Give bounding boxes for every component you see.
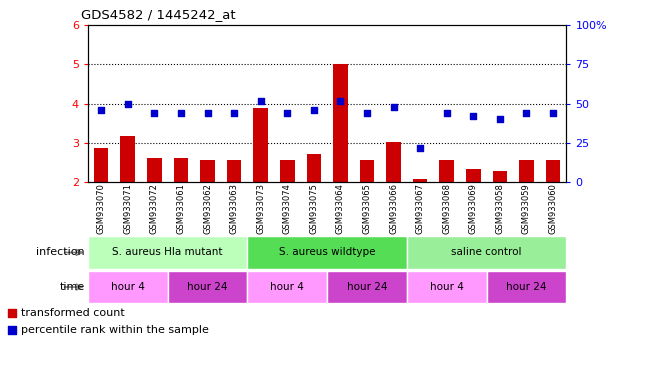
Text: S. aureus Hla mutant: S. aureus Hla mutant [113,247,223,258]
Bar [439,160,454,182]
Text: infection: infection [36,247,85,258]
Text: hour 24: hour 24 [347,282,387,292]
Text: S. aureus wildtype: S. aureus wildtype [279,247,376,258]
Point [468,113,478,119]
Text: saline control: saline control [451,247,522,258]
Bar [201,160,215,182]
Text: GSM933064: GSM933064 [336,184,345,234]
Point [7,327,17,333]
Bar [493,171,507,182]
Text: hour 4: hour 4 [270,282,304,292]
Bar [88,236,247,269]
Text: time: time [59,282,85,292]
Bar [386,142,401,182]
Point [362,110,372,116]
Bar [247,271,327,303]
Point [96,107,106,113]
Bar [253,108,268,182]
Point [7,310,17,316]
Text: GSM933061: GSM933061 [176,184,186,234]
Text: GSM933074: GSM933074 [283,184,292,234]
Bar [247,236,407,269]
Text: GDS4582 / 1445242_at: GDS4582 / 1445242_at [81,8,236,21]
Text: hour 24: hour 24 [187,282,228,292]
Bar [94,148,109,182]
Point [149,110,159,116]
Text: GSM933059: GSM933059 [522,184,531,234]
Point [122,101,133,107]
Text: GSM933065: GSM933065 [363,184,372,234]
Point [176,110,186,116]
Bar [407,236,566,269]
Bar [307,154,321,182]
Text: hour 4: hour 4 [430,282,464,292]
Point [335,98,346,104]
Bar [120,136,135,182]
Text: percentile rank within the sample: percentile rank within the sample [21,325,209,335]
Point [415,145,425,151]
Text: GSM933063: GSM933063 [230,184,238,235]
Text: hour 4: hour 4 [111,282,145,292]
Text: GSM933069: GSM933069 [469,184,478,234]
Text: GSM933071: GSM933071 [123,184,132,234]
Bar [519,160,534,182]
Text: transformed count: transformed count [21,308,125,318]
Bar [147,158,161,182]
Text: GSM933072: GSM933072 [150,184,159,234]
Point [441,110,452,116]
Point [255,98,266,104]
Bar [413,179,428,182]
Text: GSM933068: GSM933068 [442,184,451,235]
Text: GSM933067: GSM933067 [416,184,424,235]
Bar [227,160,242,182]
Bar [466,169,480,182]
Bar [546,160,561,182]
Bar [487,271,566,303]
Bar [333,64,348,182]
Text: GSM933066: GSM933066 [389,184,398,235]
Bar [168,271,247,303]
Text: GSM933073: GSM933073 [256,184,265,235]
Point [309,107,319,113]
Text: GSM933058: GSM933058 [495,184,505,234]
Point [495,116,505,122]
Point [389,104,399,110]
Bar [407,271,487,303]
Text: hour 24: hour 24 [506,282,547,292]
Point [202,110,213,116]
Point [548,110,559,116]
Text: GSM933060: GSM933060 [549,184,557,234]
Bar [174,158,188,182]
Bar [280,160,294,182]
Point [521,110,532,116]
Text: GSM933075: GSM933075 [309,184,318,234]
Point [229,110,240,116]
Bar [327,271,407,303]
Bar [88,271,168,303]
Text: GSM933062: GSM933062 [203,184,212,234]
Text: GSM933070: GSM933070 [97,184,105,234]
Bar [360,160,374,182]
Point [282,110,292,116]
